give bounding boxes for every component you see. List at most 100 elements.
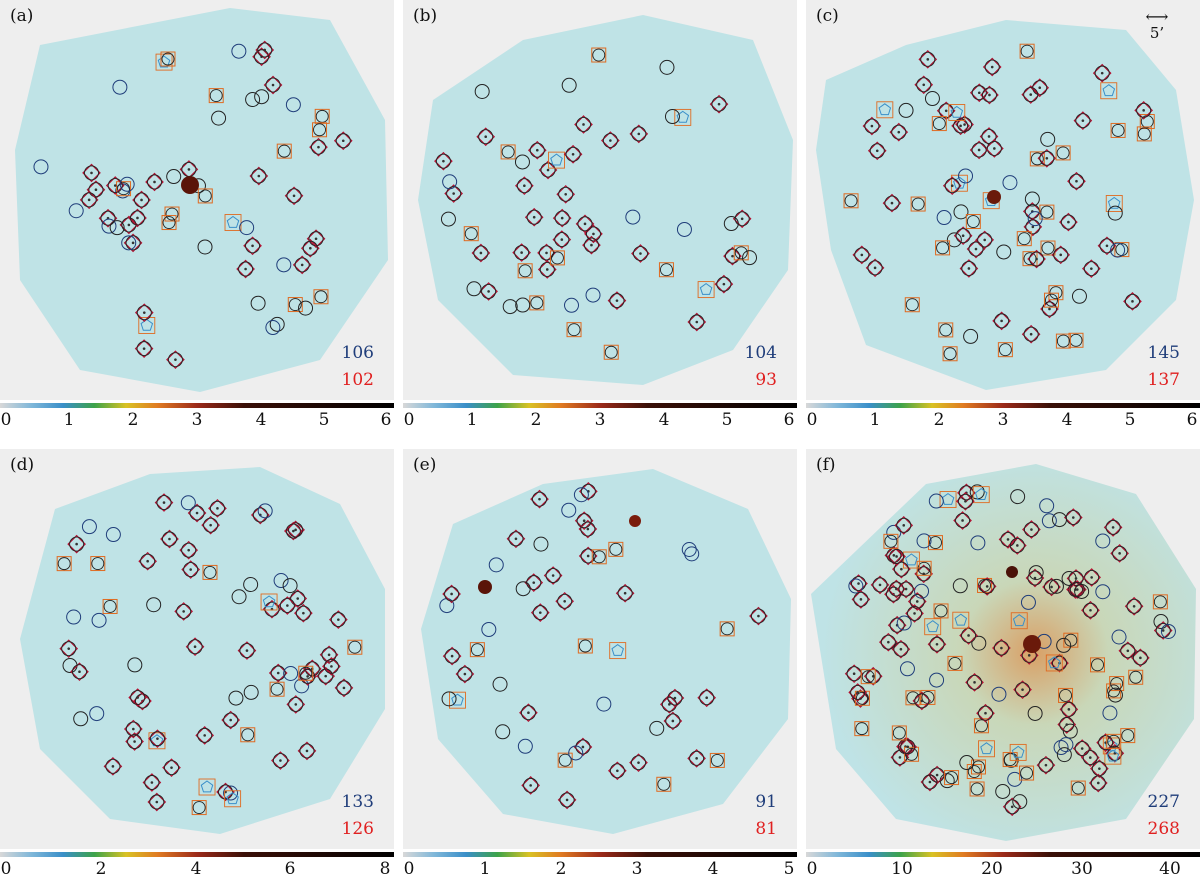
source-circle [625, 209, 641, 225]
source-diamond [1067, 580, 1087, 599]
source-point [899, 647, 903, 651]
source-square [517, 263, 533, 279]
source-diamond [1073, 111, 1093, 130]
source-circle [1071, 781, 1085, 795]
source-square [924, 618, 942, 636]
source-point [523, 184, 526, 188]
source-circle [167, 352, 183, 368]
source-point [150, 781, 154, 784]
colorbar-ticks: 0 1 2 3 4 5 6 [403, 410, 797, 436]
source-circle [981, 87, 997, 103]
source-circle [971, 142, 987, 158]
source-circle [134, 192, 149, 208]
source-circle [1111, 629, 1127, 645]
source-square [1110, 122, 1126, 138]
source-point [615, 299, 619, 302]
detected-count-red: 268 [1147, 819, 1180, 839]
source-circle [898, 102, 914, 118]
source-diamond [889, 122, 909, 142]
source-circle [664, 109, 680, 125]
source-circle [889, 617, 905, 633]
source-circle [515, 581, 531, 597]
source-circle [905, 298, 919, 312]
source-circle [952, 578, 968, 594]
source-point [314, 237, 318, 241]
source-point [155, 800, 159, 804]
source-diamond [665, 688, 685, 708]
source-circle [604, 345, 618, 359]
source-circle [602, 133, 618, 148]
source-point [1033, 576, 1037, 580]
colorbar-tick: 3 [997, 410, 1009, 430]
source-pentagon [157, 55, 171, 68]
source-circle [1083, 261, 1099, 277]
source-circle [109, 220, 125, 236]
source-diamond [862, 116, 882, 136]
colorbar-tick: 5 [721, 410, 733, 430]
source-circle [1041, 241, 1055, 255]
source-circle [161, 52, 175, 66]
colorbar-tick: 8 [379, 859, 391, 879]
source-diamond [334, 678, 354, 698]
source-circle [649, 720, 665, 736]
source-diamond [236, 259, 255, 279]
source-circle [1048, 578, 1064, 594]
source-circle [567, 323, 581, 337]
source-diamond [1063, 508, 1083, 527]
source-square [1016, 231, 1032, 247]
source-circle [1028, 565, 1044, 581]
source-square [1136, 126, 1152, 142]
source-circle [545, 568, 561, 583]
source-circle [119, 176, 135, 192]
source-diamond [870, 575, 890, 595]
source-point [294, 703, 298, 706]
source-square [90, 556, 106, 572]
source-circle [968, 241, 984, 257]
source-point [452, 192, 455, 195]
source-point [514, 537, 518, 541]
source-circle [742, 250, 758, 266]
source-point [1142, 109, 1145, 112]
source-point [551, 574, 555, 577]
source-point [146, 559, 149, 563]
source-diamond [578, 519, 598, 539]
source-pentagon [950, 105, 964, 118]
source-circle [580, 548, 596, 564]
source-diamond [174, 602, 193, 621]
source-circle [304, 661, 320, 677]
source-square [1070, 780, 1086, 796]
source-circle [265, 320, 281, 336]
source-square [577, 638, 593, 654]
source-circle [323, 658, 339, 674]
source-square [298, 665, 314, 681]
source-diamond [221, 710, 241, 730]
source-markers-b [434, 47, 758, 360]
source-point [1006, 538, 1010, 541]
source-point [195, 511, 199, 515]
source-circle [105, 527, 121, 543]
source-circle [91, 557, 105, 570]
source-point [961, 519, 964, 522]
source-diamond [959, 626, 978, 645]
source-circle [592, 550, 606, 564]
source-circle [180, 495, 196, 511]
source-circle [1059, 688, 1072, 702]
source-circle [1056, 637, 1072, 653]
source-circle [1042, 301, 1057, 317]
source-point [1118, 552, 1121, 555]
source-square [260, 593, 278, 611]
colorbar-ticks: 0 2 4 6 8 [0, 859, 394, 885]
source-point [286, 604, 289, 607]
source-circle [864, 118, 880, 134]
colorbar-tick: 40 [1159, 859, 1181, 879]
source-circle [1020, 766, 1034, 780]
colorbar-tick: 3 [594, 410, 606, 430]
source-circle [584, 237, 599, 253]
source-square [719, 621, 735, 637]
source-circle [576, 513, 592, 529]
source-point [887, 640, 890, 644]
source-point [592, 232, 595, 236]
source-circle [478, 129, 494, 145]
source-circle [928, 493, 944, 509]
source-diamond [216, 782, 235, 802]
